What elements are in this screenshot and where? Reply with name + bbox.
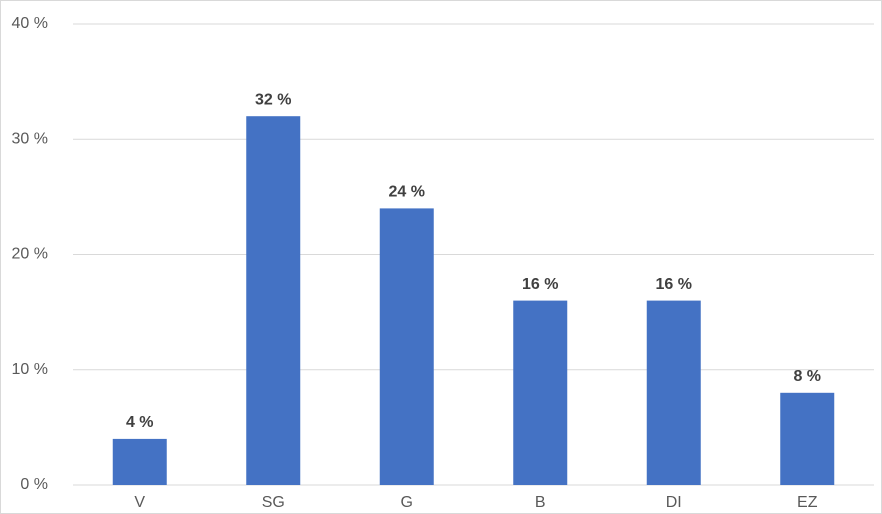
x-tick-label: V: [134, 494, 145, 511]
value-label: 16 %: [656, 276, 692, 293]
bar: [379, 208, 434, 485]
value-label: 4 %: [126, 414, 154, 431]
bar: [780, 392, 835, 485]
bar: [246, 116, 301, 485]
x-tick-label: G: [401, 494, 413, 511]
y-tick-label: 40 %: [12, 15, 48, 32]
y-tick-label: 30 %: [12, 130, 48, 147]
value-label: 32 %: [255, 91, 291, 108]
value-label: 16 %: [522, 276, 558, 293]
x-tick-label: B: [535, 494, 546, 511]
bar: [513, 300, 568, 485]
value-label: 24 %: [389, 184, 425, 201]
bar: [646, 300, 701, 485]
bar: [112, 438, 167, 485]
x-tick-label: EZ: [797, 494, 818, 511]
y-tick-label: 0 %: [20, 476, 48, 493]
y-tick-label: 10 %: [12, 361, 48, 378]
y-tick-label: 20 %: [12, 246, 48, 263]
x-tick-label: DI: [666, 494, 682, 511]
x-tick-label: SG: [262, 494, 285, 511]
value-label: 8 %: [793, 368, 821, 385]
